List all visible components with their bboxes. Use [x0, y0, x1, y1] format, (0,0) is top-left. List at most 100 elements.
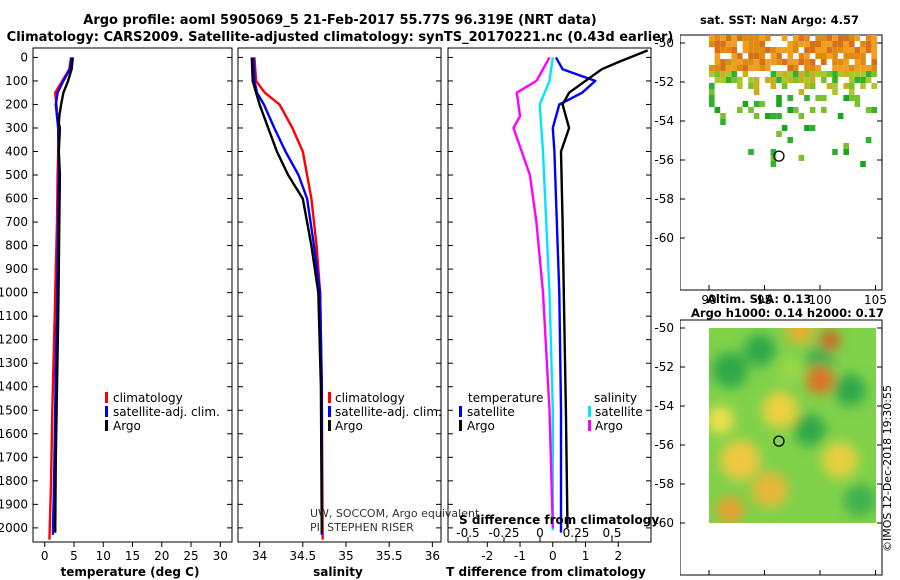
sst-cell — [826, 35, 833, 41]
legend-swatch-satellite — [328, 406, 331, 417]
plot-frame — [237, 47, 442, 543]
sst-cell — [776, 77, 782, 83]
sst-cell — [832, 71, 838, 77]
sst-cell — [709, 65, 715, 71]
depth-tick-label: 1500 — [0, 403, 28, 417]
sst-cell — [809, 71, 816, 77]
depth-tick-label: 1100 — [0, 309, 28, 323]
sst-cell — [804, 71, 810, 77]
sst-cell — [843, 35, 849, 41]
sst-cell — [737, 65, 743, 71]
sst-cell — [720, 35, 726, 41]
depth-tick-label: 600 — [5, 192, 28, 206]
sst-cell — [849, 65, 855, 71]
sst-cell — [798, 113, 805, 119]
sst-cell — [826, 53, 833, 59]
sst-cell — [720, 119, 726, 125]
sst-cell — [871, 41, 877, 47]
sst-cell — [837, 41, 844, 47]
sst-cell — [798, 77, 805, 83]
sla-blob — [794, 414, 826, 446]
sst-cell — [843, 53, 849, 59]
sst-cell — [737, 59, 743, 65]
sst-cell — [843, 95, 849, 101]
sst-cell — [781, 47, 788, 53]
sst-cell — [765, 47, 771, 53]
sst-cell — [759, 47, 765, 53]
s-tick-label: -0.25 — [488, 526, 519, 540]
sst-cell — [787, 107, 793, 113]
sst-cell — [793, 77, 799, 83]
sst-cell — [837, 47, 844, 53]
series-line-t-argo — [559, 49, 649, 528]
x-tick-label: 30 — [213, 549, 228, 563]
sst-cell — [809, 47, 816, 53]
x-tick-label: 20 — [154, 549, 169, 563]
depth-tick-label: 200 — [5, 97, 28, 111]
sst-cell — [770, 83, 777, 89]
sst-cell — [720, 77, 726, 83]
sst-cell — [809, 65, 816, 71]
x-tick-label: 0 — [549, 549, 557, 563]
depth-tick-label: 2000 — [0, 521, 28, 535]
sst-cell — [815, 53, 821, 59]
sst-cell — [742, 65, 749, 71]
sst-cell — [725, 47, 732, 53]
sst-cell — [742, 101, 749, 107]
sst-cell — [815, 71, 821, 77]
sst-cell — [865, 35, 872, 41]
legend-label-climatology: climatology — [113, 391, 183, 405]
sst-cell — [748, 83, 754, 89]
s-tick-label: 0 — [536, 526, 544, 540]
sst-cell — [742, 47, 749, 53]
depth-tick-label: 100 — [5, 74, 28, 88]
sst-cell — [731, 71, 737, 77]
series-line-s-satellite — [538, 57, 554, 531]
sst-cell — [793, 59, 799, 65]
profile-charts: 0 5 10 15 20 25 30 34 34.5 35 35.5 36 -2 -1 0 1 2 -0.5-… — [0, 47, 659, 579]
sst-cell — [865, 137, 872, 143]
sst-cell — [765, 35, 771, 41]
x-tick-label: 1 — [582, 549, 590, 563]
depth-tick-label: 0 — [20, 50, 28, 64]
sst-cell — [809, 83, 816, 89]
sst-cell — [871, 35, 877, 41]
sst-cell — [821, 35, 827, 41]
depth-tick-label: 1300 — [0, 356, 28, 370]
sst-cell — [849, 35, 855, 41]
sst-cell — [714, 53, 721, 59]
sst-cell — [709, 101, 715, 107]
sst-cell — [865, 65, 872, 71]
sst-cell — [770, 71, 777, 77]
sst-cell — [759, 35, 765, 41]
x-tick-label: 25 — [183, 549, 198, 563]
sst-cell — [709, 35, 715, 41]
annotation-line-1: UW, SOCCOM, Argo equivalent — [310, 507, 480, 520]
sst-cell — [720, 47, 726, 53]
sst-cell — [781, 125, 788, 131]
depth-tick-label: 1000 — [0, 286, 28, 300]
sst-cell — [832, 83, 838, 89]
sst-cell — [765, 65, 771, 71]
sst-cell — [815, 47, 821, 53]
sst-cell — [725, 41, 732, 47]
sst-cell — [860, 161, 866, 167]
sst-cell — [759, 59, 765, 65]
legend-label-s-argo: Argo — [595, 419, 623, 433]
sst-cell — [742, 41, 749, 47]
sst-cell — [748, 107, 754, 113]
sst-cell — [804, 125, 810, 131]
sst-cell — [860, 53, 866, 59]
sst-cell — [832, 41, 838, 47]
sla-map-title-1: Altim. SLA: 0.13 — [707, 292, 812, 306]
sst-cell — [770, 47, 777, 53]
sst-cell — [865, 77, 872, 83]
sst-cell — [725, 35, 732, 41]
series-line-s-argo — [512, 56, 554, 528]
salinity-xlabel: salinity — [313, 565, 363, 579]
title-line-2: Climatology: CARS2009. Satellite-adjuste… — [6, 30, 674, 45]
depth-tick-label: 700 — [5, 215, 28, 229]
sst-cell — [854, 47, 861, 53]
depth-tick-label: 1400 — [0, 380, 28, 394]
sst-cell — [821, 95, 827, 101]
